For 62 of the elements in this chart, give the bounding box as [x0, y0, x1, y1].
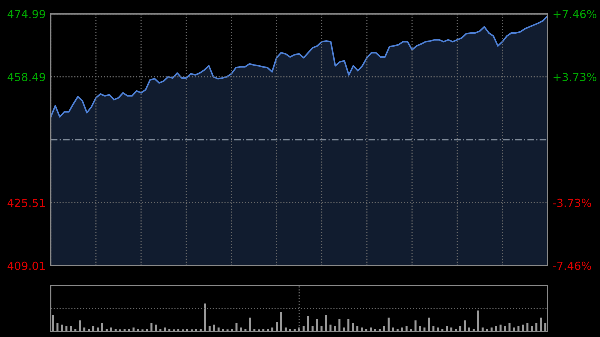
bar [540, 318, 542, 332]
bar [464, 320, 466, 332]
bar [56, 323, 59, 332]
bar [280, 312, 283, 332]
bar [132, 328, 135, 332]
bar [500, 324, 502, 332]
bar [79, 320, 82, 332]
bar [330, 324, 332, 332]
bar [414, 320, 417, 332]
bar [437, 328, 440, 332]
bar [544, 323, 547, 332]
bar [204, 304, 206, 332]
bar [450, 328, 453, 332]
bar [61, 324, 64, 332]
bar [424, 328, 426, 332]
bar [284, 328, 287, 332]
bar [325, 315, 328, 332]
bar [348, 319, 350, 332]
bar [370, 328, 372, 332]
y-tick-label: 474.99 [8, 10, 46, 19]
bar [522, 324, 524, 332]
bar [401, 328, 404, 332]
bar [276, 322, 278, 332]
bar [388, 318, 390, 332]
bar [482, 328, 484, 332]
bar [513, 328, 516, 332]
bar [361, 328, 364, 332]
bar [52, 315, 54, 332]
bar [84, 328, 86, 332]
bar [110, 328, 112, 332]
bar [96, 328, 99, 332]
bar [428, 318, 430, 332]
bar [249, 318, 252, 332]
bar [164, 328, 166, 332]
bar [468, 328, 470, 332]
bar [101, 323, 104, 332]
bar [338, 319, 341, 332]
y2-tick-label: +7.46% [554, 10, 597, 19]
y-tick-label: 458.49 [8, 73, 46, 82]
bar [272, 328, 274, 332]
bar [392, 328, 394, 332]
bar [508, 323, 511, 332]
bar [218, 328, 220, 332]
y-tick-label: 409.01 [8, 262, 46, 270]
y2-tick-label: +3.73% [554, 73, 597, 82]
bar [477, 310, 480, 332]
y2-tick-label: -7.46% [553, 262, 592, 270]
bar [352, 323, 354, 332]
bar [213, 324, 216, 332]
y2-tick-label: -3.73% [553, 198, 592, 208]
bar [307, 316, 310, 332]
bar [150, 323, 153, 332]
bar [526, 323, 529, 332]
bar [236, 323, 238, 332]
bar [419, 326, 422, 332]
bar [316, 319, 318, 332]
bar [343, 328, 346, 332]
bar [155, 324, 158, 332]
bar [536, 323, 538, 332]
bar [240, 328, 242, 332]
y-tick-label: 425.51 [8, 198, 46, 208]
bar [490, 328, 493, 332]
